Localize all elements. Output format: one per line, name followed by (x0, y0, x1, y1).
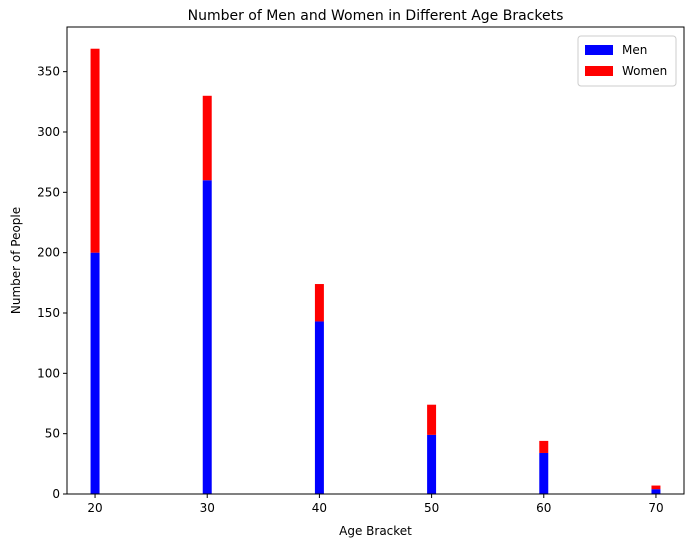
bar-women-70 (651, 485, 661, 490)
y-tick-label-50: 50 (45, 427, 60, 441)
bar-men-30 (202, 180, 212, 494)
bar-men-60 (539, 452, 549, 494)
legend-label-men: Men (622, 43, 647, 57)
legend-swatch-men (585, 45, 613, 55)
bar-men-50 (427, 434, 437, 494)
x-tick-label-50: 50 (424, 501, 439, 515)
plot-frame (66, 26, 685, 495)
y-tick-label-300: 300 (37, 125, 60, 139)
y-tick-label-0: 0 (52, 487, 60, 501)
y-axis-label: Number of People (9, 207, 23, 314)
x-tick-label-70: 70 (648, 501, 663, 515)
bar-women-40 (314, 284, 324, 322)
bar-women-30 (202, 95, 212, 181)
bar-women-50 (427, 404, 437, 435)
y-tick-label-250: 250 (37, 185, 60, 199)
x-tick-label-40: 40 (312, 501, 327, 515)
x-tick-label-60: 60 (536, 501, 551, 515)
x-tick-label-20: 20 (87, 501, 102, 515)
legend-label-women: Women (622, 64, 667, 78)
y-tick-label-100: 100 (37, 366, 60, 380)
x-axis-label: Age Bracket (339, 524, 412, 538)
bars-group (90, 48, 661, 494)
bar-men-20 (90, 252, 100, 494)
legend-swatch-women (585, 66, 613, 76)
bar-men-70 (651, 489, 661, 494)
y-tick-label-350: 350 (37, 65, 60, 79)
bar-men-40 (314, 321, 324, 494)
y-tick-label-150: 150 (37, 306, 60, 320)
legend: Men Women (577, 35, 677, 87)
bar-women-60 (539, 440, 549, 453)
x-tick-label-30: 30 (200, 501, 215, 515)
axes-group: 20 30 40 50 60 70 0 50 100 150 200 250 300 350 (37, 26, 685, 515)
chart-title: Number of Men and Women in Different Age… (188, 8, 564, 24)
bar-women-20 (90, 48, 100, 253)
y-tick-label-200: 200 (37, 246, 60, 260)
